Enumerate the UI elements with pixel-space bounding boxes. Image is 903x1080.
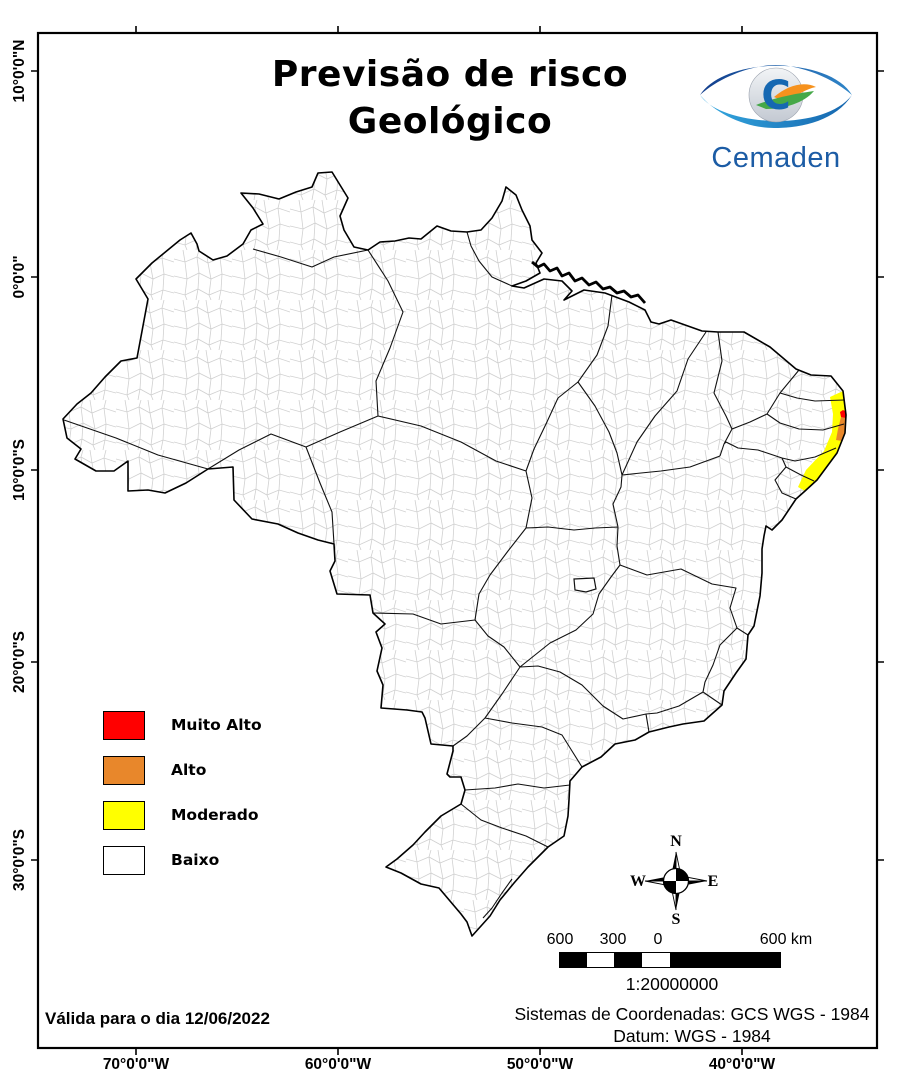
compass-north-label: N [670,833,682,850]
scale-ratio: 1:20000000 [625,974,719,994]
legend-label-alto: Alto [171,761,207,779]
lon-label-60w: 60°0'0"W [304,1056,372,1073]
scale-label-600-left: 600 [546,931,574,948]
legend-swatch-moderado [103,800,145,830]
scale-label-600-km: 600 km [759,931,813,948]
risk-area-moderado [798,391,846,491]
lat-label-30s-text: 30°0'0"S [11,828,28,892]
scale-label-0: 0 [653,931,663,948]
axis-ticks [31,26,884,1055]
lon-label-70w: 70°0'0"W [102,1056,170,1073]
lon-label-40w: 40°0'0"W [708,1056,776,1073]
compass-east-label: E [707,873,719,890]
scale-bar [559,952,781,968]
lon-label-50w: 50°0'0"W [506,1056,574,1073]
legend-item-muito-alto: Muito Alto [103,710,363,740]
scale-label-300: 300 [599,931,627,948]
legend-item-baixo: Baixo [103,845,363,875]
legend-swatch-muito-alto [103,710,145,740]
brazil-municipal-mesh [63,172,846,936]
scale-bar-segment [560,953,587,967]
scale-bar-segment [587,953,614,967]
legend-item-moderado: Moderado [103,800,363,830]
legend-item-alto: Alto [103,755,363,785]
scale-bar-segment [642,953,670,967]
legend-label-moderado: Moderado [171,806,259,824]
lat-label-20s-text: 20°0'0"S [11,630,28,694]
scale-bar-segment [614,953,642,967]
map-title-line2: Geológico [347,101,553,142]
compass-west-label: W [630,873,646,890]
legend-swatch-baixo [103,845,145,875]
amazon-delta-coast [531,260,647,304]
datum-text: Datum: WGS - 1984 [613,1026,771,1046]
brazil-outline [62,171,847,937]
compass-south-label: S [671,911,681,928]
map-title-line1: Previsão de risco [271,54,629,95]
state-borders [63,231,845,919]
lat-label-0-text: 0°0'0" [11,255,28,299]
compass-rose-icon [644,851,708,911]
legend-swatch-alto [103,755,145,785]
cemaden-logo-icon: C [700,64,852,128]
cemaden-logo-text: Cemaden [711,142,841,174]
svg-text:C: C [761,73,790,119]
lat-label-10s-text: 10°0'0"S [11,438,28,502]
scale-bar-segment [670,953,780,967]
legend-label-muito-alto: Muito Alto [171,716,262,734]
legend-label-baixo: Baixo [171,851,220,869]
validity-date: Válida para o dia 12/06/2022 [45,1009,270,1028]
map-frame [36,31,879,1050]
lat-label-10n-text: 10°0'0"N [11,39,28,103]
coordinate-system-text: Sistemas de Coordenadas: GCS WGS - 1984 [514,1004,870,1024]
distrito-federal-outline [573,577,597,593]
